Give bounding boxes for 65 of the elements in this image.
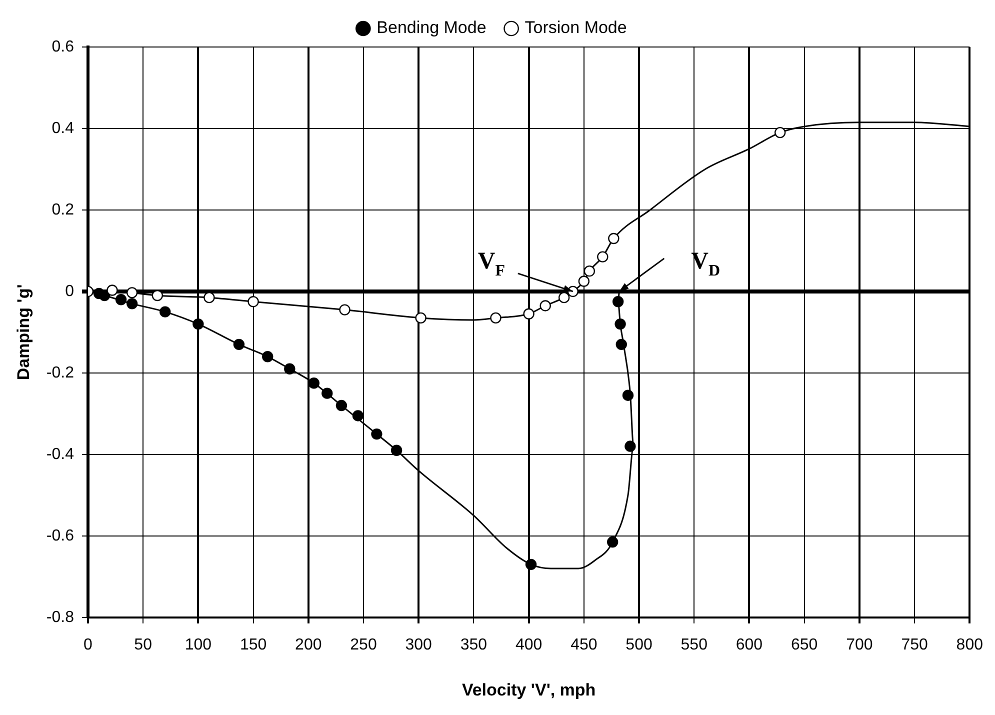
point [322, 388, 333, 399]
point [106, 284, 118, 296]
x-tick-label: 700 [846, 636, 873, 654]
x-tick-label: 500 [626, 636, 652, 654]
y-tick-label: -0.6 [46, 527, 74, 544]
point [578, 276, 590, 287]
x-tick-label: 400 [515, 636, 542, 654]
point [152, 290, 164, 302]
point [584, 265, 596, 277]
x-axis-title: Velocity 'V', mph [462, 680, 596, 700]
point [622, 390, 634, 401]
x-tick-label: 800 [956, 636, 984, 654]
point [415, 312, 426, 324]
point [192, 318, 204, 330]
x-tick-label: 450 [570, 636, 598, 654]
point [616, 338, 627, 350]
point [126, 298, 138, 310]
x-tick-label: 250 [350, 636, 377, 654]
y-tick-label: -0.4 [46, 446, 74, 463]
x-tick-label: 550 [680, 636, 708, 654]
point [597, 251, 608, 262]
y-tick-label: -0.8 [46, 608, 74, 626]
x-tick-label: 200 [295, 636, 322, 654]
point [233, 338, 245, 350]
x-tick-label: 350 [460, 636, 488, 654]
point [204, 292, 215, 304]
point [371, 428, 382, 440]
y-axis-title: Damping 'g' [14, 284, 33, 380]
point [352, 410, 364, 422]
y-tick-label: 0.4 [52, 120, 74, 137]
point [540, 300, 551, 312]
point [339, 304, 350, 316]
point [624, 440, 636, 452]
x-tick-label: 150 [240, 636, 267, 654]
point [115, 294, 127, 306]
y-tick-label: 0.2 [52, 201, 74, 218]
point [606, 536, 618, 548]
y-tick-label: 0.6 [52, 38, 74, 56]
point [525, 558, 537, 570]
x-tick-label: 50 [134, 636, 152, 654]
x-tick-label: 600 [736, 636, 763, 654]
point [558, 292, 570, 304]
point [126, 287, 138, 298]
point [308, 378, 320, 389]
x-tick-label: 0 [84, 636, 93, 654]
y-tick-label: 0 [65, 282, 74, 300]
point [262, 351, 274, 362]
point [284, 363, 296, 374]
legend-label: Torsion Mode [524, 18, 627, 38]
x-tick-label: 100 [184, 636, 212, 654]
point [390, 444, 402, 456]
point [336, 400, 348, 412]
y-tick-label: -0.2 [46, 364, 74, 382]
point [614, 318, 626, 330]
point [774, 126, 786, 138]
point [523, 308, 534, 320]
point [608, 232, 620, 244]
legend-label: Bending Mode [376, 18, 486, 38]
x-tick-label: 300 [405, 636, 432, 654]
point [612, 296, 624, 308]
point [490, 312, 502, 324]
x-tick-label: 650 [790, 636, 818, 654]
point [248, 296, 259, 308]
point [160, 306, 171, 318]
x-tick-label: 750 [901, 636, 928, 654]
